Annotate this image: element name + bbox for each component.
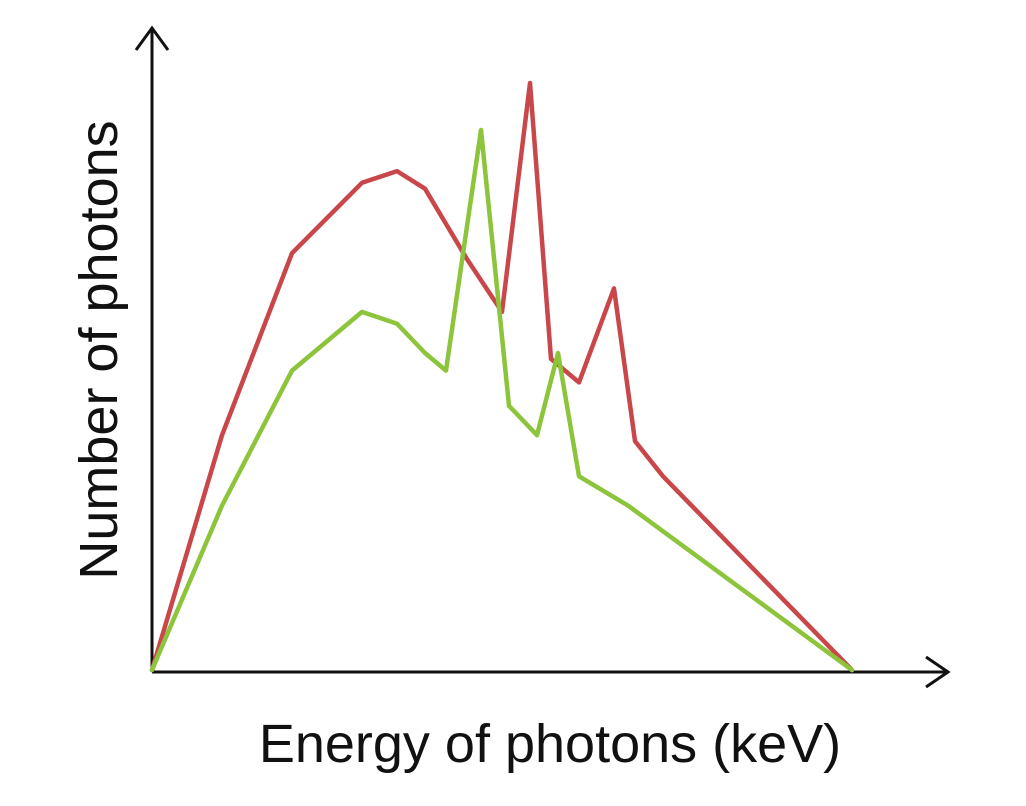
axes xyxy=(134,25,951,689)
series-line-2 xyxy=(149,127,855,673)
y-axis-arrowhead xyxy=(134,25,170,51)
series-line-1 xyxy=(149,80,855,673)
x-axis-label: Energy of photons (keV) xyxy=(259,714,841,774)
x-axis-arrowhead xyxy=(925,655,951,689)
series-layer xyxy=(149,80,855,673)
y-axis-label: Number of photons xyxy=(69,120,129,579)
